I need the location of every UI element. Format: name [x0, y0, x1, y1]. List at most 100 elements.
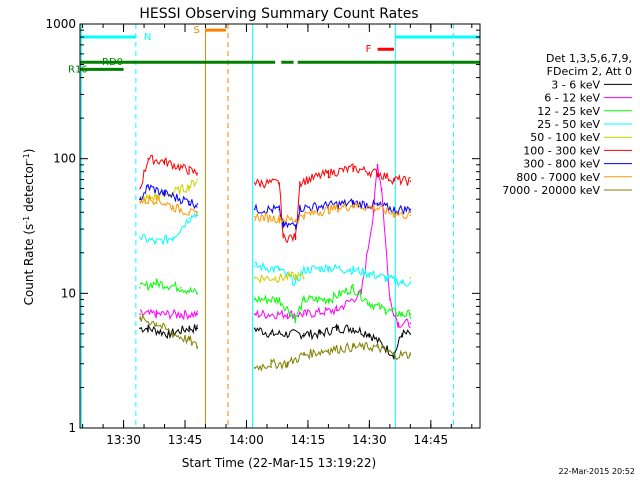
- series-1-point-7: [335, 309, 338, 311]
- plot-timestamp: 22-Mar-2015 20:52: [559, 467, 636, 476]
- series-3-point-0: [139, 236, 141, 239]
- series-6-point-2: [163, 192, 166, 195]
- series-1-point-10: [376, 164, 379, 166]
- series-8: [139, 313, 412, 372]
- series-5-point-1: [147, 157, 149, 160]
- series-2-point-2: [180, 286, 182, 289]
- series-2-point-10: [368, 302, 371, 304]
- series-3: [139, 211, 412, 288]
- series-1-point-14: [409, 322, 412, 325]
- series-5-point-4: [196, 172, 199, 174]
- series-2-point-12: [401, 313, 403, 315]
- chart-title: HESSI Observing Summary Count Rates: [139, 6, 418, 22]
- series-7-point-5: [253, 216, 256, 218]
- series-6-point-14: [409, 208, 412, 211]
- series-3-point-3: [188, 217, 190, 220]
- series-line-5: [139, 154, 411, 244]
- series-1-point-12: [389, 298, 391, 301]
- series-6: [139, 183, 412, 230]
- series-1-point-0: [139, 313, 141, 315]
- series-7: [139, 195, 412, 224]
- series-6-point-10: [327, 204, 330, 207]
- series-5: [139, 154, 412, 244]
- series-6-point-3: [188, 200, 190, 203]
- series-8-point-8: [303, 353, 305, 356]
- y-tick-label-1: 10: [61, 286, 76, 300]
- series-2: [139, 278, 412, 324]
- series-5-point-2: [163, 160, 166, 163]
- plot-area: N S F RD0 R16: [68, 24, 480, 428]
- y-tick-label-0: 1: [68, 421, 76, 435]
- series-8-point-9: [327, 349, 330, 351]
- series-line-8: [139, 313, 411, 372]
- series-8-point-11: [376, 346, 379, 348]
- series-8-point-1: [155, 322, 158, 325]
- series-line-3: [139, 211, 411, 288]
- series-7-point-4: [196, 214, 199, 217]
- series-7-point-3: [188, 211, 190, 214]
- series-0-point-3: [188, 327, 190, 330]
- series-8-point-6: [270, 362, 272, 365]
- series-7-point-13: [409, 214, 412, 217]
- series-5-point-5: [253, 182, 256, 184]
- series-1-point-6: [303, 313, 305, 315]
- series-8-point-2: [171, 333, 174, 335]
- x-tick-label-5: 14:45: [414, 433, 449, 447]
- flag-label-N: N: [144, 32, 151, 43]
- x-tick-label-4: 14:30: [352, 433, 387, 447]
- series-3-point-6: [278, 268, 281, 271]
- series-7-point-6: [278, 217, 281, 220]
- series-8-point-4: [196, 346, 199, 348]
- series-0-point-1: [147, 327, 149, 330]
- series-8-point-3: [188, 339, 190, 341]
- series-0-point-6: [270, 333, 272, 335]
- series-0-point-2: [167, 333, 170, 335]
- series-8-point-12: [393, 353, 395, 356]
- series-1-point-5: [286, 313, 289, 315]
- series-7-point-7: [294, 219, 297, 221]
- series-4-point-6: [278, 277, 281, 279]
- series-0: [139, 323, 412, 360]
- series-7-point-2: [171, 205, 174, 208]
- legend-label-6: 300 - 800 keV: [523, 158, 600, 171]
- series-3-point-2: [171, 236, 174, 239]
- series-5-point-9: [298, 181, 301, 183]
- series-0-point-10: [352, 327, 354, 330]
- series-5-point-11: [352, 167, 354, 169]
- series-4-point-5: [253, 277, 256, 279]
- series-6-point-11: [352, 202, 354, 204]
- series-4-point-8: [303, 277, 305, 279]
- series-2-point-4: [253, 298, 256, 301]
- series-6-point-1: [147, 185, 149, 188]
- series-6-point-13: [393, 208, 395, 211]
- series-1-point-9: [372, 211, 375, 214]
- series-2-point-11: [384, 309, 387, 311]
- series-6-point-8: [294, 224, 297, 227]
- series-5-point-13: [393, 178, 395, 181]
- legend-label-1: 6 - 12 keV: [544, 92, 600, 105]
- series-3-point-14: [409, 281, 412, 284]
- series-0-point-5: [253, 327, 256, 330]
- series-6-point-7: [282, 224, 285, 227]
- series-3-point-10: [352, 268, 354, 271]
- series-6-point-4: [196, 203, 199, 205]
- legend-label-8: 7000 - 20000 keV: [502, 184, 600, 197]
- plot-frame: [79, 23, 481, 429]
- legend: Det 1,3,5,6,7,9,FDecim 2, Att 03 - 6 keV…: [502, 52, 632, 197]
- series-4-point-3: [188, 185, 190, 188]
- x-tick-label-3: 14:15: [291, 433, 326, 447]
- flag-label-R16: R16: [68, 64, 88, 75]
- x-axis-label: Start Time (22-Mar-15 13:19:22): [182, 456, 376, 470]
- series-4-point-9: [409, 277, 412, 279]
- legend-header-1: FDecim 2, Att 0: [547, 65, 632, 78]
- series-0-point-13: [401, 333, 403, 335]
- series-2-point-9: [352, 286, 354, 289]
- y-tick-label-2: 100: [53, 152, 76, 166]
- series-3-point-8: [303, 268, 305, 271]
- series-7-point-0: [139, 200, 141, 203]
- series-2-point-5: [278, 298, 281, 301]
- series-line-7: [139, 195, 411, 224]
- series-1-point-4: [253, 313, 256, 315]
- series-6-point-9: [298, 207, 301, 209]
